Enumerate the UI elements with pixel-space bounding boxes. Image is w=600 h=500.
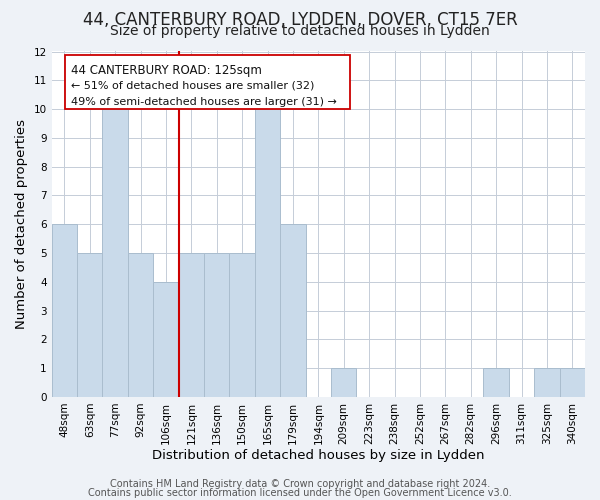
Bar [229,253,255,397]
X-axis label: Distribution of detached houses by size in Lydden: Distribution of detached houses by size … [152,450,485,462]
Bar [534,368,560,397]
Bar [128,253,153,397]
Text: 44, CANTERBURY ROAD, LYDDEN, DOVER, CT15 7ER: 44, CANTERBURY ROAD, LYDDEN, DOVER, CT15… [83,11,517,29]
Bar [204,253,229,397]
Bar [484,368,509,397]
Bar [255,109,280,397]
Bar [331,368,356,397]
Bar [52,224,77,397]
FancyBboxPatch shape [65,55,350,108]
Text: ← 51% of detached houses are smaller (32): ← 51% of detached houses are smaller (32… [71,80,315,90]
Bar [103,109,128,397]
Bar [280,224,305,397]
Bar [153,282,179,397]
Bar [179,253,204,397]
Text: Contains public sector information licensed under the Open Government Licence v3: Contains public sector information licen… [88,488,512,498]
Text: Contains HM Land Registry data © Crown copyright and database right 2024.: Contains HM Land Registry data © Crown c… [110,479,490,489]
Bar [77,253,103,397]
Y-axis label: Number of detached properties: Number of detached properties [15,119,28,329]
Text: Size of property relative to detached houses in Lydden: Size of property relative to detached ho… [110,24,490,38]
Text: 44 CANTERBURY ROAD: 125sqm: 44 CANTERBURY ROAD: 125sqm [71,64,262,76]
Text: 49% of semi-detached houses are larger (31) →: 49% of semi-detached houses are larger (… [71,97,337,107]
Bar [560,368,585,397]
